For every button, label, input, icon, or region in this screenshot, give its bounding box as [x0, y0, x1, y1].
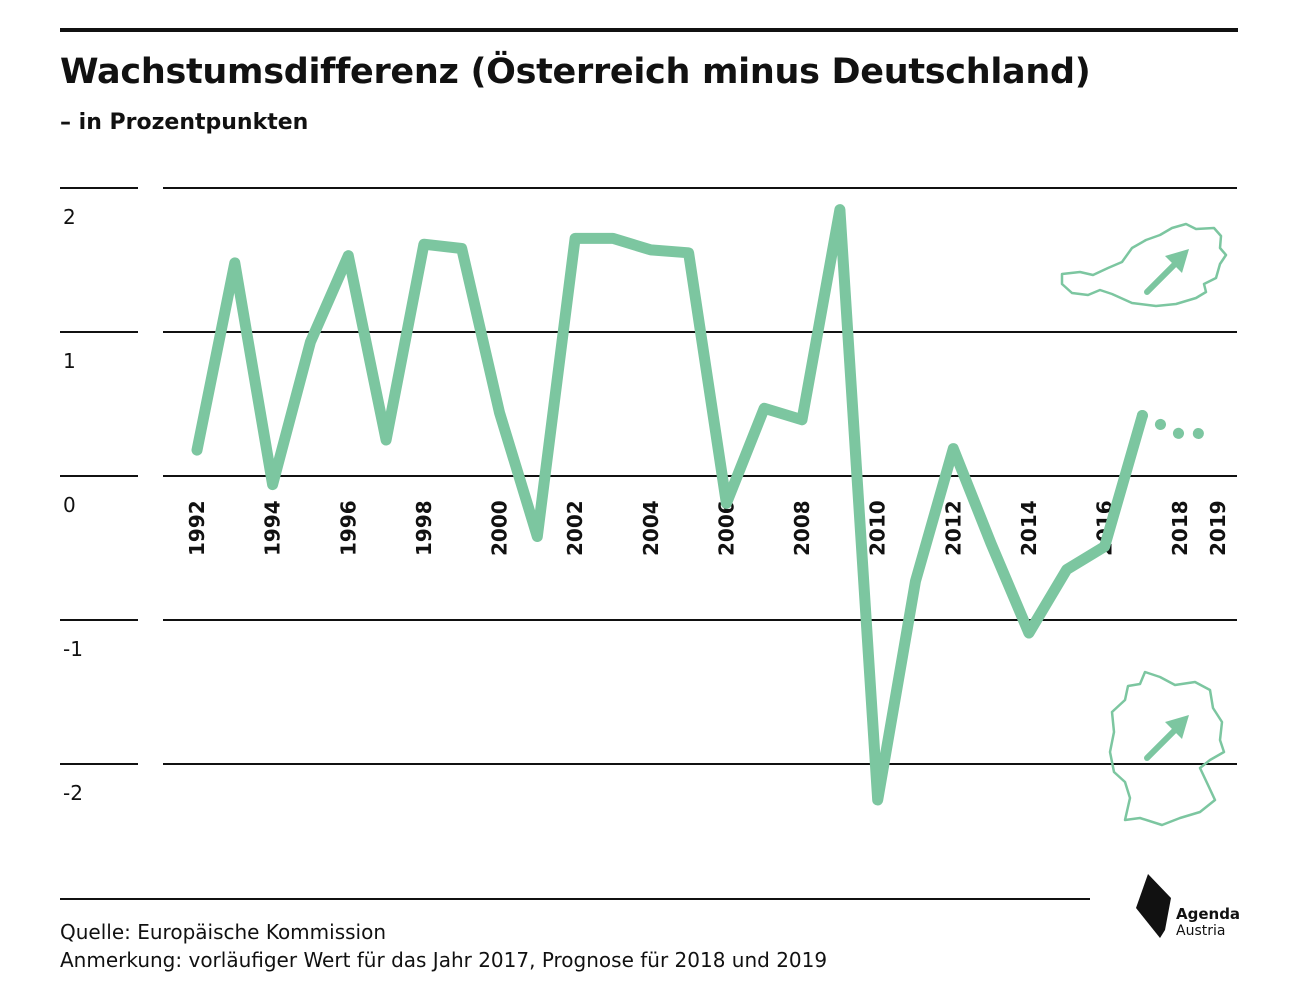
source-note: Quelle: Europäische Kommission [60, 920, 387, 944]
series-lines [191, 204, 1224, 806]
bottom-rule [60, 898, 1090, 900]
y-tick-label: 0 [63, 493, 76, 517]
x-tick-label: 1996 [336, 500, 360, 556]
x-tick-label: 2018 [1168, 500, 1192, 556]
x-tick-label: 2012 [941, 500, 965, 556]
chart-subtitle: – in Prozentpunkten [60, 110, 309, 135]
line-chart: 2 1 0 -1 -2 1992 1994 1996 1998 2000 2002 2004 2006… [60, 187, 1237, 827]
top-rule [60, 28, 1238, 32]
germany-map-arrow-icon [1108, 670, 1226, 827]
x-tick-label: 2002 [563, 500, 587, 556]
x-axis: 1992 1994 1996 1998 2000 2002 2004 2006 2008 2010… [185, 500, 1230, 556]
footnote: Anmerkung: vorläufiger Wert für das Jahr… [60, 948, 828, 972]
x-tick-label: 2006 [714, 500, 738, 556]
y-axis: 2 1 0 -1 -2 [63, 205, 83, 805]
x-tick-label: 2010 [866, 500, 890, 556]
series-line [191, 204, 1148, 806]
austria-map-arrow-icon [1060, 222, 1228, 308]
agenda-austria-logo: Agenda Austria [1134, 872, 1244, 942]
y-tick-label: 2 [63, 205, 76, 229]
x-tick-label: 2008 [790, 500, 814, 556]
x-tick-label: 1998 [412, 500, 436, 556]
x-tick-label: 2004 [639, 500, 663, 556]
series-line-forecast [1136, 410, 1224, 440]
x-tick-label: 2019 [1206, 500, 1230, 556]
x-tick-label: 1994 [261, 500, 285, 556]
x-tick-label: 1992 [185, 500, 209, 556]
x-tick-label: 2014 [1017, 500, 1041, 556]
x-tick-label: 2000 [488, 500, 512, 556]
agenda-austria-logo-icon [1136, 874, 1171, 938]
chart-title: Wachstumsdifferenz (Österreich minus Deu… [60, 52, 1091, 92]
y-tick-label: -1 [63, 637, 83, 661]
y-tick-label: -2 [63, 781, 83, 805]
logo-text-austria: Austria [1176, 923, 1226, 939]
logo-text-agenda: Agenda [1176, 905, 1241, 923]
y-tick-label: 1 [63, 349, 76, 373]
